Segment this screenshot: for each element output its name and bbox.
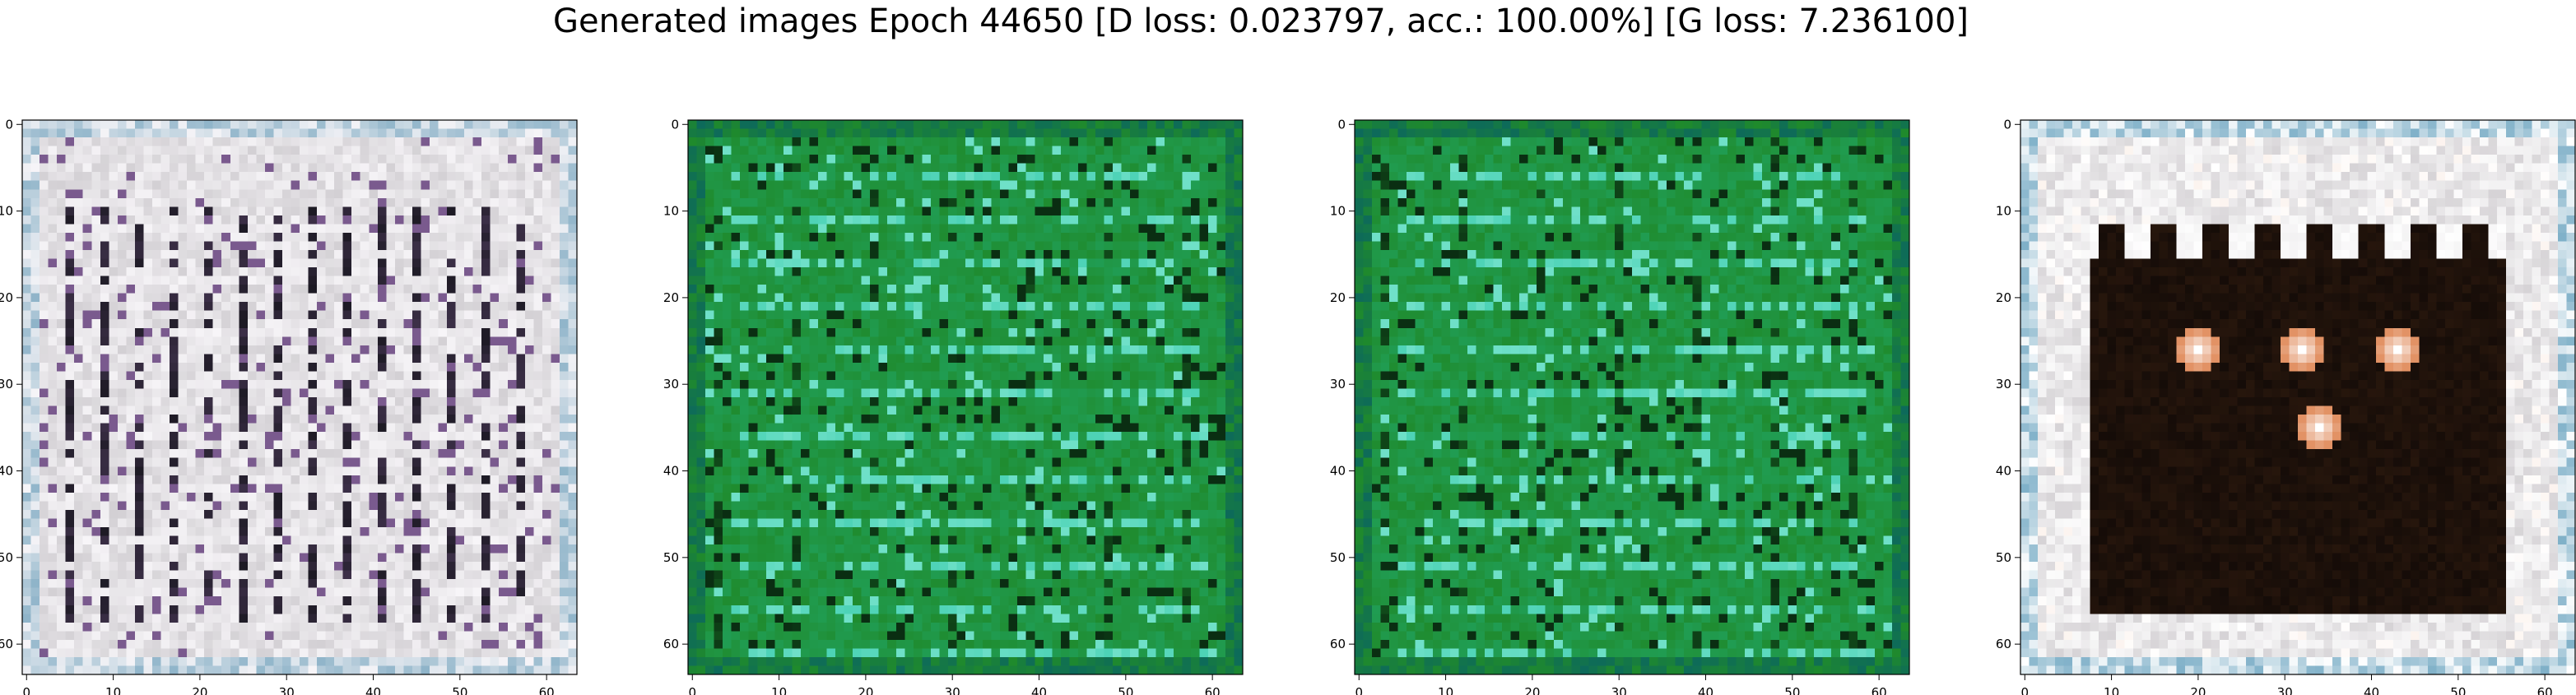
y-tick-label: 60 [1996,637,2011,651]
x-tick-label: 40 [365,685,381,695]
x-tick-label: 60 [2537,685,2553,695]
y-tick-label: 50 [0,550,13,565]
y-tick-label: 0 [5,117,13,132]
x-tick-label: 10 [105,685,121,695]
x-tick-label: 40 [2364,685,2379,695]
x-tick-label: 30 [1611,685,1627,695]
y-tick-label: 30 [663,377,679,392]
y-tick-label: 30 [1330,377,1346,392]
y-tick-label: 10 [0,204,13,219]
image-pixels [1355,120,1910,675]
y-tick-label: 30 [0,377,13,392]
figure-title: Generated images Epoch 44650 [D loss: 0.… [552,2,1969,40]
y-tick-label: 0 [2003,117,2011,132]
x-tick-label: 20 [2190,685,2206,695]
y-tick-label: 30 [1996,377,2011,392]
x-tick-label: 10 [771,685,787,695]
y-tick-label: 10 [1330,204,1346,219]
y-tick-label: 0 [1337,117,1346,132]
x-tick-label: 0 [1355,685,1363,695]
x-tick-label: 30 [279,685,295,695]
x-tick-label: 40 [1031,685,1047,695]
image-pixels [22,120,578,675]
x-tick-label: 60 [1872,685,1887,695]
y-tick-label: 60 [1330,637,1346,651]
x-tick-label: 10 [2104,685,2119,695]
x-tick-label: 0 [22,685,30,695]
x-tick-label: 30 [2277,685,2293,695]
x-tick-label: 0 [2020,685,2029,695]
y-tick-label: 40 [1330,464,1346,479]
image-pixels [688,120,1244,675]
y-tick-label: 50 [1996,550,2011,565]
y-tick-label: 50 [1330,550,1346,565]
y-tick-label: 40 [1996,464,2011,479]
y-tick-label: 20 [1996,290,2011,305]
x-tick-label: 20 [192,685,207,695]
y-tick-label: 60 [0,637,13,651]
x-tick-label: 50 [452,685,467,695]
y-tick-label: 20 [663,290,679,305]
x-tick-label: 60 [539,685,555,695]
x-tick-label: 20 [858,685,873,695]
x-tick-label: 0 [688,685,696,695]
axes-frame [1354,119,1910,675]
y-tick-label: 40 [663,464,679,479]
x-tick-label: 10 [1438,685,1453,695]
y-tick-label: 20 [1330,290,1346,305]
x-tick-label: 50 [1118,685,1133,695]
y-tick-label: 0 [671,117,679,132]
image-pixels [2020,120,2576,675]
y-tick-label: 60 [663,637,679,651]
y-tick-label: 10 [663,204,679,219]
axes-frame [687,119,1244,675]
y-tick-label: 50 [663,550,679,565]
x-tick-label: 30 [945,685,960,695]
x-tick-label: 60 [1205,685,1221,695]
axes-frame [2020,119,2576,675]
x-tick-label: 50 [1784,685,1800,695]
x-tick-label: 20 [1524,685,1540,695]
y-tick-label: 20 [0,290,13,305]
x-tick-label: 50 [2450,685,2466,695]
axes-frame [21,119,578,675]
y-tick-label: 40 [0,464,13,479]
y-tick-label: 10 [1996,204,2011,219]
x-tick-label: 40 [1698,685,1713,695]
